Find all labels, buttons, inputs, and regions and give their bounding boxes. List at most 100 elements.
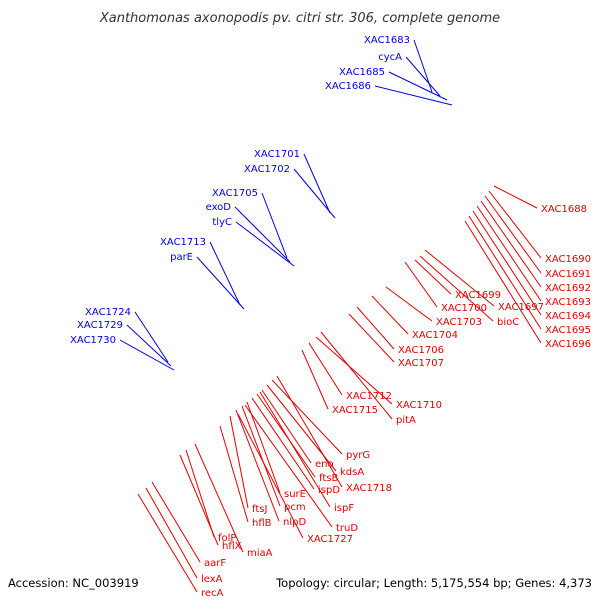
reverse-label-leader [179, 454, 219, 546]
reverse-label-leader [194, 443, 244, 553]
forward-gene-label: XAC1686 [325, 81, 371, 92]
reverse-label-leader [276, 375, 343, 488]
forward-label-leader [303, 153, 331, 214]
reverse-gene-label: XAC1712 [346, 391, 392, 402]
forward-label-leader [126, 324, 172, 367]
reverse-gene-label: XAC1690 [545, 254, 591, 265]
reverse-label-leader [271, 379, 343, 455]
forward-label-leader [405, 56, 441, 97]
reverse-gene-label: kdsA [340, 467, 364, 478]
forward-label-leader [293, 168, 336, 219]
reverse-gene-label: truD [336, 523, 358, 534]
reverse-label-leader [229, 415, 249, 509]
accession-text: Accession: NC_003919 [8, 576, 139, 590]
reverse-gene-label: pcm [284, 502, 306, 513]
forward-label-leader [119, 339, 175, 371]
reverse-gene-label: surE [284, 489, 306, 500]
reverse-gene-label: XAC1699 [455, 290, 501, 301]
reverse-gene-label: XAC1704 [412, 330, 458, 341]
reverse-gene-label: ftsB [319, 473, 338, 484]
reverse-gene-label: XAC1706 [398, 345, 444, 356]
reverse-gene-label: XAC1703 [436, 317, 482, 328]
reverse-gene-label: eno [315, 459, 334, 470]
forward-gene-label: parE [170, 252, 193, 263]
forward-label-leader [235, 221, 295, 267]
reverse-gene-label: XAC1697 [498, 302, 544, 313]
reverse-gene-label: XAC1695 [545, 325, 591, 336]
forward-gene-label: XAC1702 [244, 164, 290, 175]
label-leader-lines [119, 39, 542, 593]
reverse-label-leader [137, 493, 198, 593]
forward-gene-label: XAC1701 [254, 149, 300, 160]
reverse-gene-label: hflB [252, 518, 272, 529]
forward-label-leader [134, 311, 169, 363]
reverse-gene-label: XAC1727 [307, 534, 353, 545]
reverse-label-leader [356, 306, 395, 350]
reverse-gene-label: miaA [247, 548, 273, 559]
reverse-gene-label: XAC1694 [545, 311, 591, 322]
reverse-label-leader [414, 259, 452, 295]
reverse-label-leader [244, 404, 333, 528]
reverse-gene-label: nlpD [283, 517, 306, 528]
forward-gene-label: exoD [206, 202, 232, 213]
reverse-gene-label: ispD [318, 485, 340, 496]
reverse-label-leader [424, 249, 495, 307]
reverse-gene-label: ispF [334, 503, 354, 514]
reverse-gene-label: XAC1692 [545, 283, 591, 294]
forward-gene-label: cycA [378, 52, 402, 63]
reverse-label-leader [472, 210, 542, 316]
reverse-label-leader [348, 313, 395, 363]
forward-label-leader [388, 71, 448, 101]
reverse-gene-label: XAC1700 [441, 303, 487, 314]
reverse-gene-label: aarF [204, 558, 226, 569]
reverse-gene-label: XAC1707 [398, 358, 444, 369]
reverse-label-leader [235, 409, 280, 522]
reverse-gene-label: XAC1710 [396, 400, 442, 411]
genome-summary: Topology: circular; Length: 5,175,554 bp… [275, 576, 592, 590]
reverse-label-leader [385, 286, 433, 322]
reverse-label-leader [476, 205, 542, 302]
reverse-gene-label: lexA [201, 574, 223, 585]
reverse-label-leader [404, 261, 438, 308]
forward-gene-label: XAC1705 [212, 188, 258, 199]
forward-label-leader [234, 206, 291, 263]
reverse-label-leader [468, 215, 542, 330]
reverse-gene-label: bioC [497, 317, 519, 328]
reverse-label-leader [246, 401, 281, 494]
forward-gene-label: XAC1724 [85, 307, 131, 318]
reverse-label-leader [371, 295, 409, 335]
reverse-gene-label: folP [218, 533, 236, 544]
forward-label-leader [374, 85, 453, 106]
reverse-gene-label: XAC1718 [346, 483, 392, 494]
reverse-label-leader [151, 481, 201, 563]
reverse-label-leader [241, 405, 281, 507]
reverse-gene-label: ftsJ [252, 504, 267, 515]
reverse-label-leader [308, 342, 343, 396]
reverse-gene-label: recA [201, 588, 224, 599]
reverse-label-leader [219, 425, 249, 523]
reverse-gene-label: hflX [222, 541, 242, 552]
reverse-gene-label: XAC1691 [545, 269, 591, 280]
reverse-label-leader [259, 391, 331, 508]
forward-label-leader [261, 192, 288, 259]
reverse-label-leader [419, 255, 494, 322]
reverse-label-leader [484, 195, 542, 274]
reverse-label-leader [320, 331, 393, 420]
reverse-gene-label: XAC1688 [541, 204, 587, 215]
reverse-label-leader [464, 220, 542, 344]
forward-gene-label: XAC1713 [160, 237, 206, 248]
reverse-label-leader [185, 449, 215, 538]
forward-gene-label: XAC1683 [364, 35, 410, 46]
reverse-gene-label: XAC1715 [332, 405, 378, 416]
reverse-gene-label: pyrG [346, 450, 370, 461]
reverse-gene-label: XAC1693 [545, 297, 591, 308]
reverse-label-leader [145, 487, 198, 579]
reverse-gene-label: pitA [396, 415, 416, 426]
reverse-label-leader [315, 336, 393, 405]
reverse-gene-label: XAC1696 [545, 339, 591, 350]
reverse-label-leader [261, 389, 312, 464]
forward-gene-label: tlyC [212, 217, 232, 228]
forward-gene-label: XAC1730 [70, 335, 116, 346]
reverse-label-leader [251, 397, 315, 490]
